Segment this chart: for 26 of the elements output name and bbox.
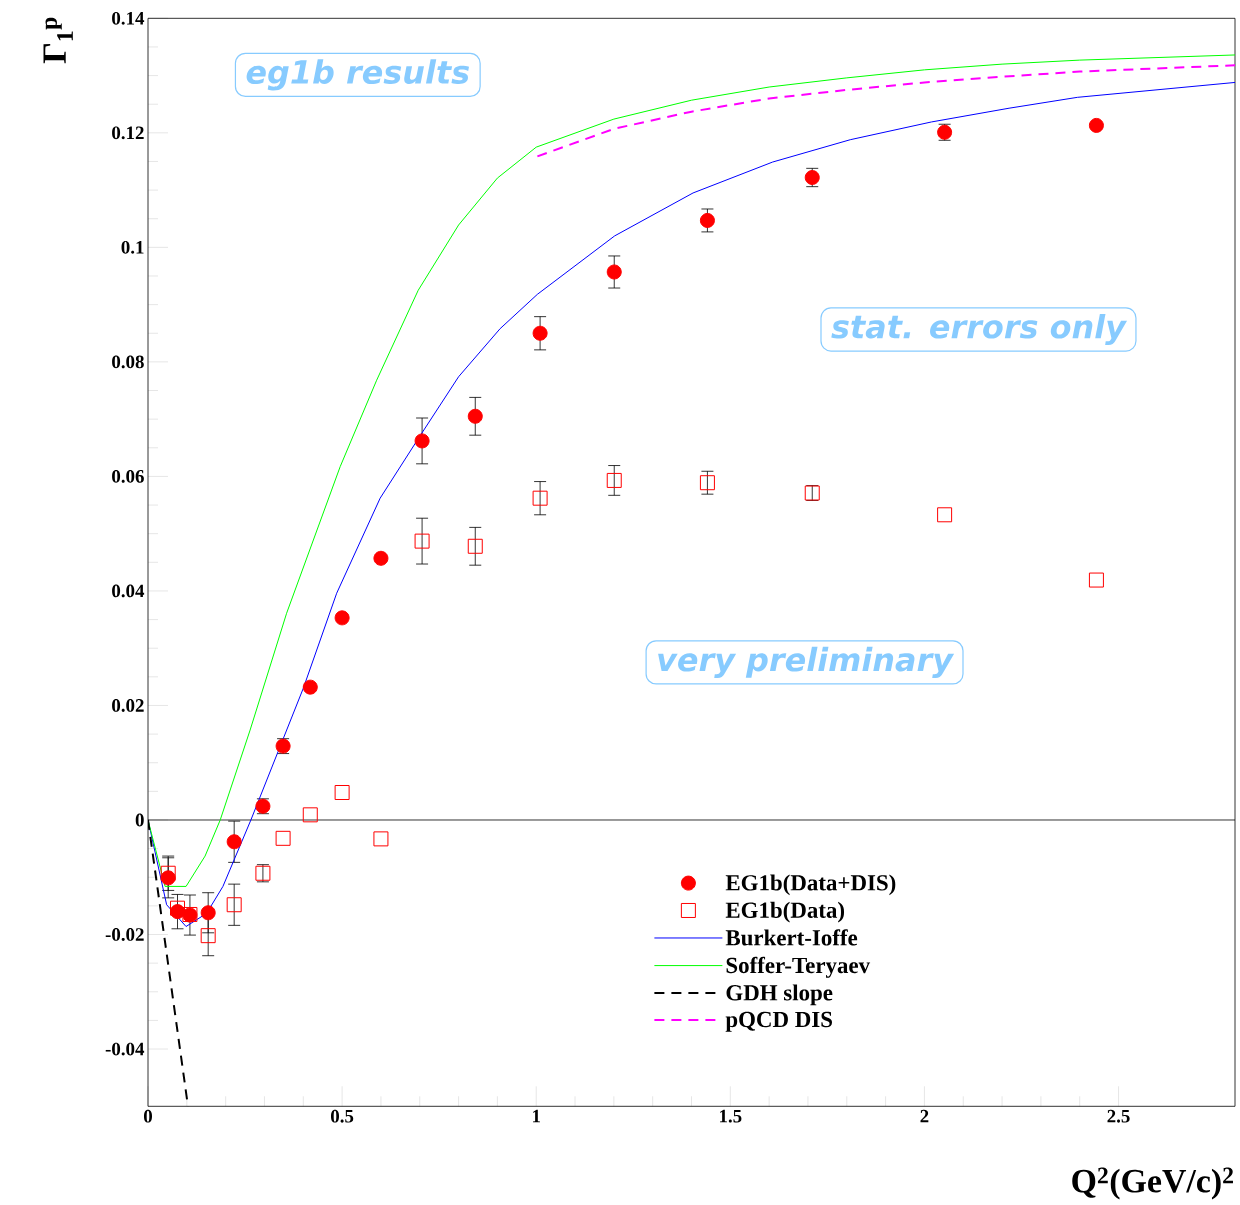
y-tick-label: -0.04 [105, 1042, 145, 1056]
legend-label: Burkert-Ioffe [725, 929, 858, 946]
y-axis-title: Γ$_{1}$p [43, 17, 73, 64]
legend-label: EG1b(Data+DIS) [725, 874, 896, 896]
y-tick-label: 0.06 [112, 470, 144, 483]
y-tick-label: -0.02 [105, 928, 144, 941]
y-tick-label: 0 [135, 813, 144, 827]
y-tick-label: 0.1 [121, 240, 144, 254]
legend-label: Soffer-Teryaev [726, 956, 871, 978]
annotation: stat. errors only [831, 313, 1128, 346]
legend-label: EG1b(Data) [725, 901, 845, 923]
x-tick-label: 1.5 [720, 1109, 742, 1123]
x-tick-label: 2.5 [1107, 1109, 1130, 1123]
legend-label: pQCD DIS [725, 1011, 832, 1032]
y-tick-label: 0.04 [112, 584, 145, 598]
y-tick-label: 0.14 [112, 11, 145, 25]
x-tick-label: 2 [920, 1109, 929, 1123]
y-tick-label: 0.12 [112, 126, 144, 140]
y-tick-label: 0.08 [112, 355, 144, 369]
x-axis-title: Q$^{2}$(GeV/c)$^{2}$ [1072, 1167, 1233, 1200]
annotation: very preliminary [658, 646, 955, 678]
x-tick-label: 0.5 [331, 1109, 354, 1123]
legend-label: GDH slope [726, 984, 833, 1006]
y-tick-label: 0.02 [112, 699, 144, 712]
annotation: eg1b results [246, 59, 470, 91]
x-tick-label: 1 [533, 1109, 540, 1123]
